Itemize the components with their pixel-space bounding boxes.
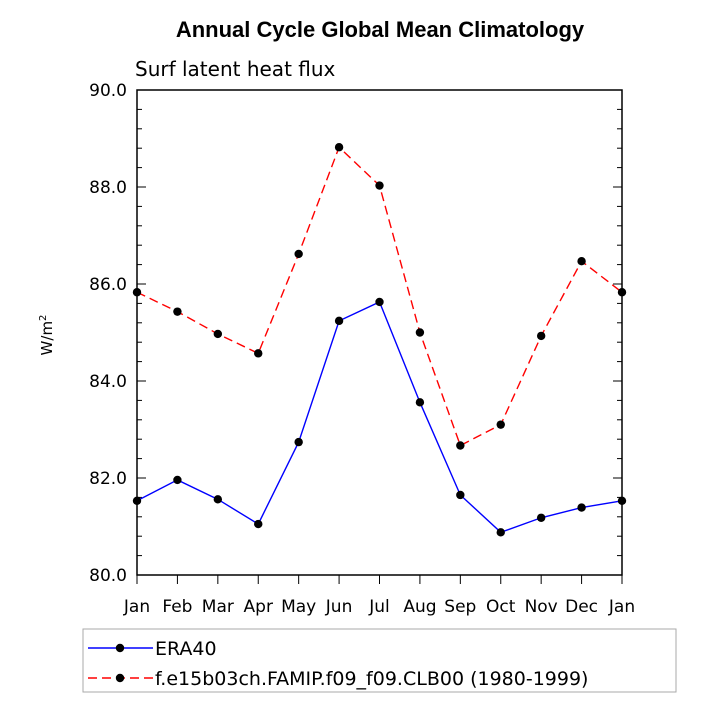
data-point bbox=[577, 503, 586, 512]
series-line-2 bbox=[136, 145, 623, 447]
data-point bbox=[415, 398, 425, 407]
x-tick-label: Dec bbox=[565, 597, 598, 617]
x-tick-label: Jan bbox=[123, 597, 150, 617]
data-point bbox=[456, 441, 465, 450]
data-point bbox=[294, 437, 303, 447]
y-tick-label: 90.0 bbox=[89, 81, 127, 101]
legend-label-2: f.e15b03ch.FAMIP.f09_f09.CLB00 (1980-199… bbox=[155, 668, 588, 690]
x-tick-label: Jul bbox=[368, 597, 390, 617]
data-point bbox=[375, 181, 384, 190]
plot-frame bbox=[136, 89, 623, 576]
legend-label-1: ERA40 bbox=[155, 638, 217, 660]
y-axis-label-base: W/m bbox=[38, 321, 56, 356]
data-point bbox=[334, 316, 344, 326]
legend-items: ERA40 f.e15b03ch.FAMIP.f09_f09.CLB00 (198… bbox=[88, 638, 588, 690]
plot-axes bbox=[136, 89, 623, 576]
data-point bbox=[334, 143, 344, 152]
x-tick-label: Jan bbox=[608, 597, 635, 617]
x-tick-label: Aug bbox=[403, 597, 436, 617]
legend: ERA40 f.e15b03ch.FAMIP.f09_f09.CLB00 (198… bbox=[82, 628, 677, 693]
data-point bbox=[577, 257, 586, 266]
x-axis-ticks: Jan Feb Mar Apr May Jun Jul Aug Sep Oct Nov Dec Jan bbox=[123, 575, 635, 617]
series-line-1 bbox=[136, 300, 623, 534]
data-point bbox=[456, 490, 465, 500]
legend-marker-1 bbox=[115, 643, 125, 653]
legend-marker-2 bbox=[115, 673, 125, 683]
y-tick-label: 86.0 bbox=[89, 275, 127, 295]
y-tick-label: 84.0 bbox=[89, 372, 127, 392]
x-tick-label: Jun bbox=[325, 597, 353, 617]
x-tick-label: Mar bbox=[202, 597, 234, 617]
x-tick-label: Nov bbox=[525, 597, 558, 617]
data-point bbox=[496, 528, 505, 537]
data-point bbox=[132, 288, 142, 297]
data-point bbox=[375, 297, 384, 307]
data-point bbox=[496, 420, 505, 429]
data-point bbox=[536, 331, 546, 341]
x-tick-label: May bbox=[281, 597, 316, 617]
data-point bbox=[132, 496, 142, 505]
chart-title: Annual Cycle Global Mean Climatology bbox=[176, 17, 585, 42]
y-axis-ticks: 80.0 82.0 84.0 86.0 88.0 90.0 bbox=[89, 81, 622, 586]
x-tick-label: Feb bbox=[162, 597, 192, 617]
x-tick-label: Oct bbox=[486, 597, 516, 617]
data-point bbox=[617, 288, 627, 297]
data-point bbox=[536, 513, 546, 522]
y-tick-label: 80.0 bbox=[89, 566, 127, 586]
series-group bbox=[132, 143, 627, 537]
chart-subtitle: Surf latent heat flux bbox=[135, 57, 336, 81]
x-tick-label: Apr bbox=[244, 597, 273, 617]
legend-box bbox=[82, 628, 677, 693]
data-point bbox=[294, 249, 303, 259]
y-tick-label: 82.0 bbox=[89, 469, 127, 489]
data-point bbox=[213, 329, 223, 339]
data-point bbox=[173, 475, 182, 485]
data-point bbox=[617, 496, 627, 505]
data-point bbox=[415, 328, 425, 337]
y-axis-label-superscript: 2 bbox=[38, 315, 49, 321]
y-axis-label: W/m2 bbox=[38, 315, 56, 356]
y-tick-label: 88.0 bbox=[89, 178, 127, 198]
data-point bbox=[173, 307, 182, 316]
data-point bbox=[254, 519, 263, 529]
data-point bbox=[254, 349, 263, 358]
x-tick-label: Sep bbox=[444, 597, 476, 617]
data-point bbox=[213, 495, 223, 504]
